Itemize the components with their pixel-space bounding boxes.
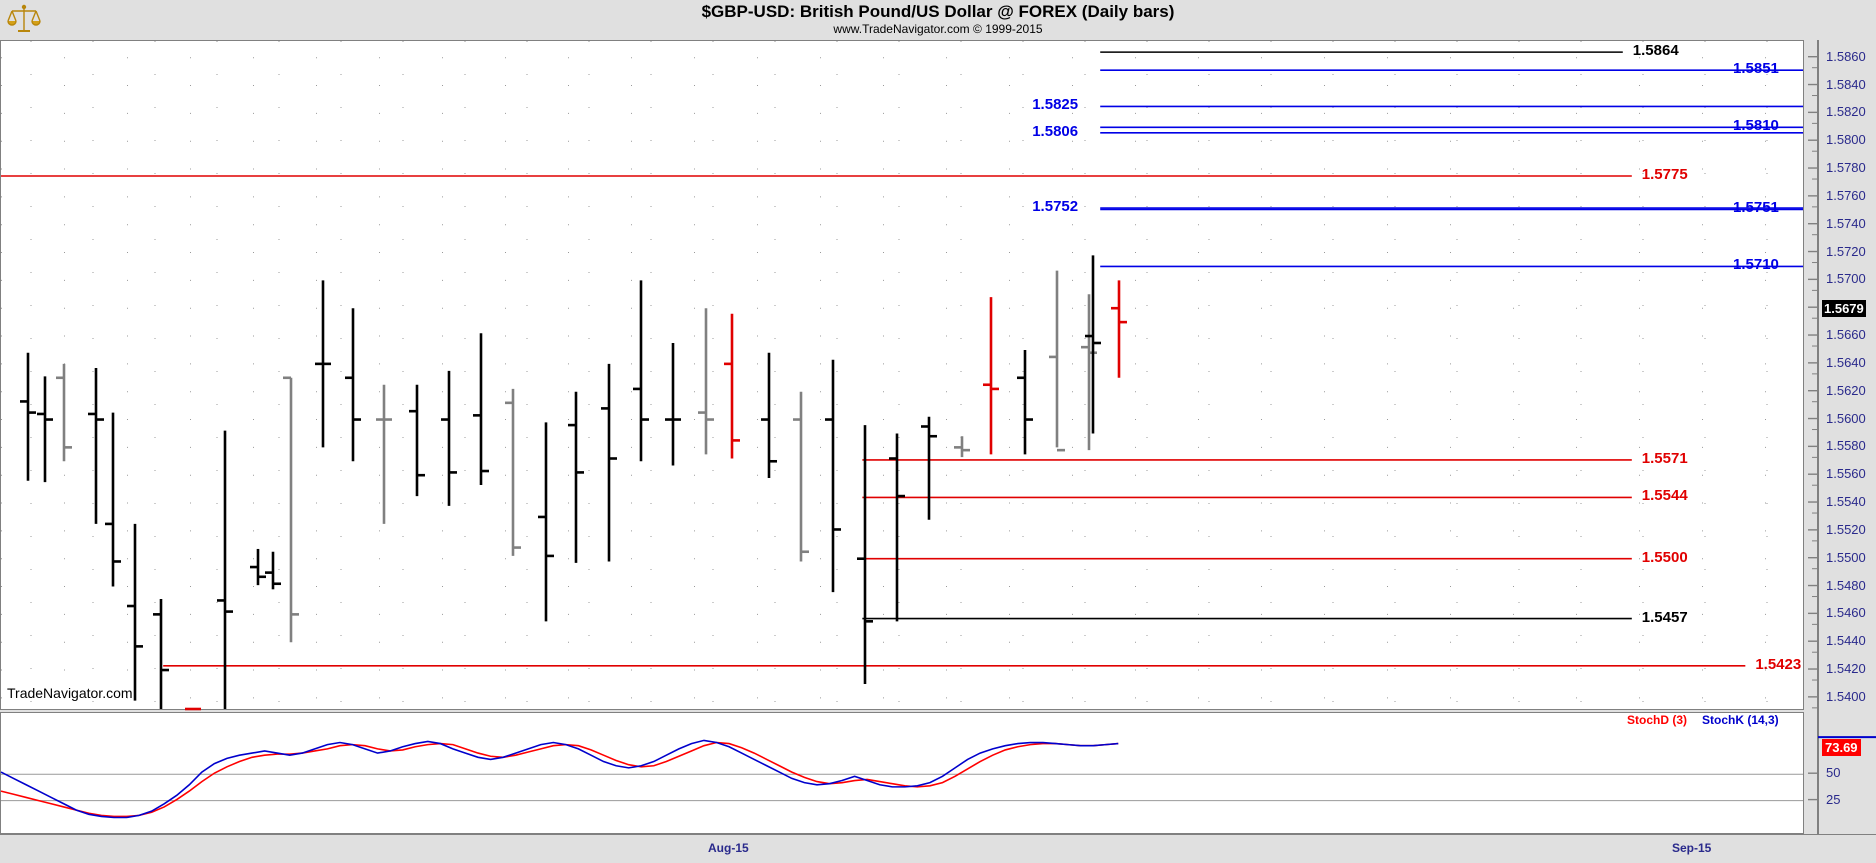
price-level-label: 1.5825 [1032, 96, 1079, 114]
price-level-label: 1.5571 [1641, 449, 1688, 467]
price-level-label: 1.5810 [1733, 117, 1779, 135]
price-axis-tick: 1.5560 [1826, 466, 1866, 482]
chart-header: $GBP-USD: British Pound/US Dollar @ FORE… [0, 0, 1876, 40]
stochastic-pane[interactable] [0, 712, 1804, 834]
last-price-badge: 1.5679 [1822, 299, 1866, 317]
price-chart-pane[interactable]: 1.5864 1.5851 1.5825 1.5810 1.5806 1.5775 1.57… [0, 40, 1804, 711]
price-axis-tick: 1.5520 [1826, 521, 1866, 537]
price-axis-tick: 1.5580 [1826, 438, 1866, 454]
price-level-label: 1.5851 [1733, 60, 1779, 78]
price-axis-tick: 1.5780 [1826, 160, 1866, 176]
price-level-label: 1.5806 [1032, 122, 1079, 140]
price-axis-tick: 1.5740 [1826, 215, 1866, 231]
price-axis-tick: 1.5860 [1826, 48, 1866, 64]
stoch-axis-tick: 25 [1826, 791, 1841, 807]
price-level-label: 1.5457 [1641, 608, 1688, 626]
price-level-label: 1.5864 [1632, 42, 1679, 60]
price-axis-tick: 1.5760 [1826, 187, 1866, 203]
axis-ticks [1808, 40, 1876, 834]
price-level-label: 1.5775 [1641, 165, 1688, 183]
price-axis-tick: 1.5400 [1826, 688, 1866, 704]
price-axis-tick: 1.5660 [1826, 327, 1866, 343]
price-axis-tick: 1.5700 [1826, 271, 1866, 287]
scales-of-justice-icon [6, 2, 42, 36]
price-axis-tick: 1.5720 [1826, 243, 1866, 259]
watermark-text: TradeNavigator.com [7, 685, 133, 701]
price-axis-tick: 1.5480 [1826, 577, 1866, 593]
stoch-axis-tick: 50 [1826, 765, 1841, 781]
price-axis-tick: 1.5420 [1826, 661, 1866, 677]
price-axis-tick: 1.5440 [1826, 633, 1866, 649]
price-chart-canvas [1, 41, 1803, 711]
page-subtitle: www.TradeNavigator.com © 1999-2015 [833, 22, 1043, 36]
page-title: $GBP-USD: British Pound/US Dollar @ FORE… [701, 2, 1175, 21]
price-axis-tick: 1.5840 [1826, 76, 1866, 92]
price-level-label: 1.5544 [1641, 487, 1688, 505]
price-axis-tick: 1.5640 [1826, 354, 1866, 370]
price-axis-tick: 1.5620 [1826, 382, 1866, 398]
date-axis-label: Aug-15 [708, 841, 749, 855]
price-axis-tick: 1.5540 [1826, 494, 1866, 510]
price-level-label: 1.5423 [1755, 655, 1802, 673]
price-axis[interactable]: 1.5860 1.5840 1.5820 1.5800 1.5780 1.5760 1.57… [1804, 40, 1876, 834]
price-axis-tick: 1.5800 [1826, 132, 1866, 148]
price-level-label: 1.5710 [1733, 256, 1779, 274]
price-level-label: 1.5752 [1032, 198, 1079, 215]
price-level-label: 1.5751 [1733, 199, 1779, 217]
stochastic-canvas [0, 739, 1803, 819]
price-axis-tick: 1.5820 [1826, 104, 1866, 120]
date-axis[interactable]: Aug-15 Sep-15 [0, 834, 1876, 863]
stochd-legend: StochD (3) [1627, 713, 1687, 727]
date-axis-label: Sep-15 [1672, 841, 1712, 855]
stoch-value-badge: 73.69 [1822, 739, 1861, 757]
price-axis-tick: 1.5600 [1826, 410, 1866, 426]
price-axis-tick: 1.5500 [1826, 549, 1866, 565]
price-axis-tick: 1.5460 [1826, 605, 1866, 621]
price-level-label: 1.5500 [1641, 548, 1688, 566]
stochk-legend: StochK (14,3) [1702, 713, 1779, 727]
